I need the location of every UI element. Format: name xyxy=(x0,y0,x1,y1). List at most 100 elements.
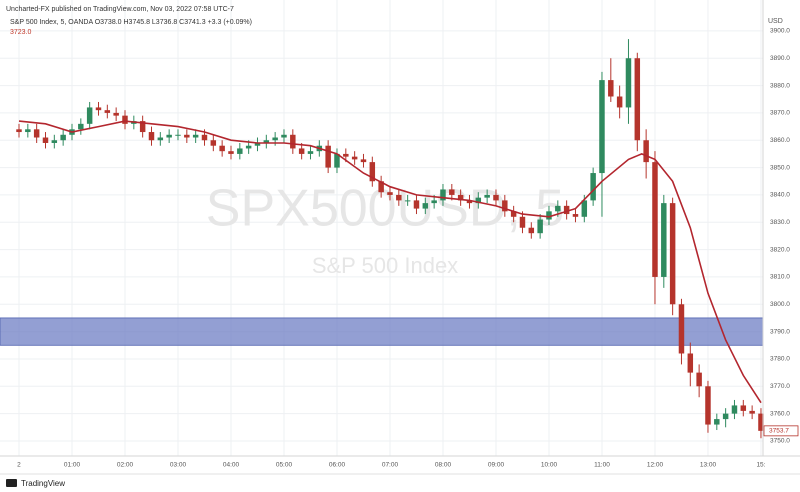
moving-average xyxy=(18,120,762,404)
candle-body xyxy=(519,216,526,228)
candle-body xyxy=(643,140,649,163)
candle-body xyxy=(608,80,614,97)
y-tick-label: 3880.0 xyxy=(770,82,790,89)
candle-body xyxy=(281,134,287,138)
candle-body xyxy=(422,203,429,209)
candle-body xyxy=(493,194,499,201)
y-tick-label: 3860.0 xyxy=(770,137,790,144)
candle-body xyxy=(334,153,340,168)
y-tick-label: 3870.0 xyxy=(770,110,790,117)
candle-body xyxy=(192,134,199,138)
y-tick-label: 3750.0 xyxy=(770,438,790,445)
x-tick-label: 01:00 xyxy=(64,462,81,469)
x-tick-label: 2 xyxy=(17,462,21,469)
y-tick-label: 3780.0 xyxy=(770,356,790,363)
watermark: SPX500USD, 5 xyxy=(206,180,564,238)
watermark-subtitle: S&P 500 Index xyxy=(312,253,458,278)
candle-body xyxy=(201,134,208,141)
candle-body xyxy=(510,211,517,217)
published-line: Uncharted-FX published on TradingView.co… xyxy=(6,6,234,13)
candle-body xyxy=(546,211,552,220)
candle-body xyxy=(290,134,296,149)
candle-body xyxy=(263,140,270,143)
candle-body xyxy=(325,145,331,168)
candle-body xyxy=(51,140,58,143)
candle-body xyxy=(210,140,217,146)
symbol-line: S&P 500 Index, 5, OANDA O3738.0 H3745.8 … xyxy=(10,19,252,26)
y-tick-label: 3900.0 xyxy=(770,28,790,35)
candle-body xyxy=(555,205,561,212)
brand-logo xyxy=(6,479,17,487)
candle-body xyxy=(440,189,446,201)
candle-body xyxy=(563,205,570,215)
brand: TradingView xyxy=(21,479,65,488)
candle-body xyxy=(625,58,632,108)
last-price-label: 3753.7 xyxy=(769,428,789,435)
y-tick-label: 3830.0 xyxy=(770,219,790,226)
candle-body xyxy=(731,405,738,414)
candle-body xyxy=(669,203,676,305)
y-tick-label: 3890.0 xyxy=(770,55,790,62)
candle-body xyxy=(581,200,588,217)
candle-body xyxy=(219,145,225,152)
candle-body xyxy=(634,58,641,141)
candle-body xyxy=(661,203,667,277)
y-tick-label: 3760.0 xyxy=(770,410,790,417)
x-tick-label: 07:00 xyxy=(382,462,399,469)
candle-body xyxy=(307,151,314,154)
x-tick-label: 15: xyxy=(756,462,765,469)
candle-body xyxy=(749,410,755,414)
y-tick-label: 3820.0 xyxy=(770,246,790,253)
candle-body xyxy=(95,107,102,111)
candle-body xyxy=(245,145,252,149)
candle-body xyxy=(237,148,243,154)
candle-body xyxy=(502,200,508,212)
candle-body xyxy=(413,200,420,209)
x-tick-label: 04:00 xyxy=(223,462,240,469)
candle-body xyxy=(16,129,22,133)
x-tick-label: 13:00 xyxy=(700,462,717,469)
candle-body xyxy=(33,129,40,138)
axes: 3750.0 3760.0 3770.0 3780.0 3790.0 3800.0 3810… xyxy=(17,28,799,469)
x-tick-label: 11:00 xyxy=(594,462,610,469)
candle-body xyxy=(484,194,490,198)
plot xyxy=(0,39,764,439)
candle-body xyxy=(537,219,543,234)
x-tick-label: 09:00 xyxy=(488,462,505,469)
candle-body xyxy=(369,162,376,182)
y-tick-label: 3770.0 xyxy=(770,383,790,390)
candle-body xyxy=(166,134,172,138)
y-tick-label: 3790.0 xyxy=(770,328,790,335)
y-tick-label: 3850.0 xyxy=(770,164,790,171)
candle-body xyxy=(678,304,685,354)
candle-body xyxy=(475,197,482,204)
x-tick-label: 05:00 xyxy=(276,462,293,469)
candle-body xyxy=(122,115,128,124)
x-tick-label: 08:00 xyxy=(435,462,452,469)
x-tick-label: 06:00 xyxy=(329,462,346,469)
x-tick-label: 12:00 xyxy=(647,462,664,469)
last-price-box xyxy=(763,425,799,437)
candle-body xyxy=(86,107,93,124)
candle-body xyxy=(457,194,464,201)
candle-body xyxy=(184,134,190,138)
candle-body xyxy=(449,189,455,195)
candle-body xyxy=(652,162,658,277)
candle-body xyxy=(148,132,155,141)
candle-body xyxy=(113,112,119,116)
currency-label: USD xyxy=(768,18,783,25)
y-tick-label: 3800.0 xyxy=(770,301,790,308)
candle-body xyxy=(25,129,31,133)
candle-body xyxy=(528,227,535,234)
candle-body xyxy=(272,137,278,141)
candle-body xyxy=(616,96,623,108)
x-tick-label: 10:00 xyxy=(541,462,558,469)
zone xyxy=(0,317,764,346)
candle-body xyxy=(722,413,729,420)
sub-value: 3723.0 xyxy=(10,29,32,36)
candle-body xyxy=(687,353,694,373)
candle-body xyxy=(378,181,384,193)
candle-body xyxy=(599,80,605,174)
candle-body xyxy=(60,134,66,141)
